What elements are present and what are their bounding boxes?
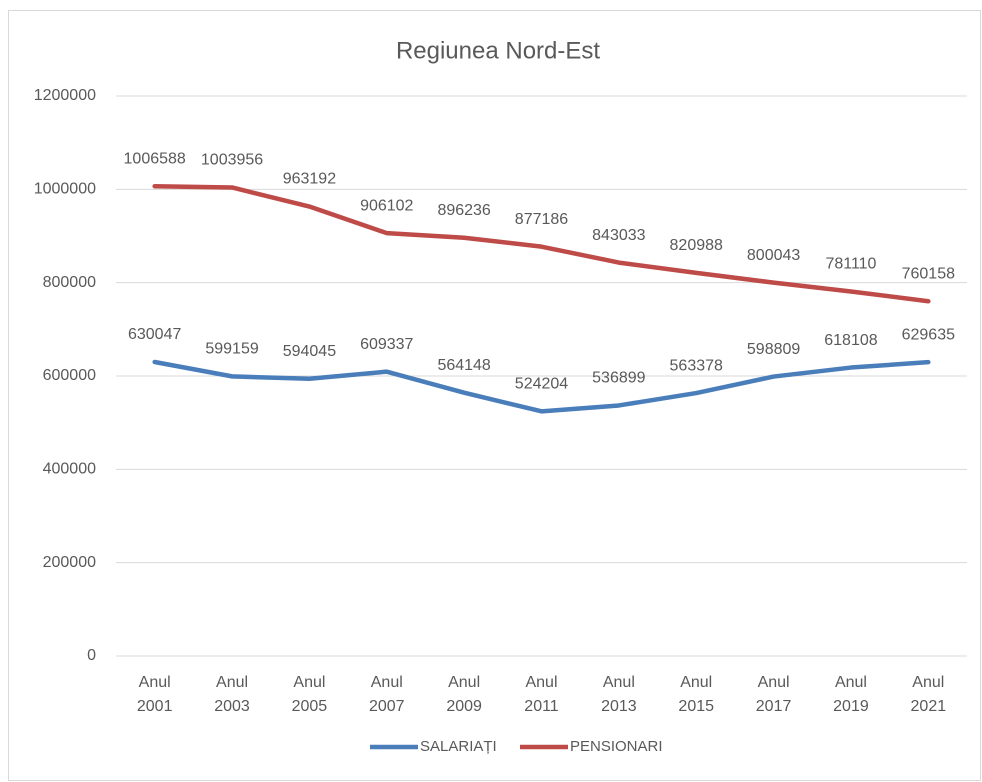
x-tick-label: Anul 2001 — [136, 674, 173, 715]
x-tick-label: Anul 2009 — [446, 674, 482, 715]
data-label: 630047 — [128, 326, 181, 343]
chart-border — [8, 10, 981, 781]
y-tick-label: 0 — [87, 647, 96, 664]
legend-label: SALARIAȚI — [420, 738, 497, 755]
y-tick-label: 600000 — [43, 367, 96, 384]
y-tick-label: 1200000 — [34, 87, 96, 104]
data-label: 599159 — [205, 341, 258, 358]
x-tick-label: Anul 2017 — [755, 674, 792, 715]
y-tick-label: 200000 — [43, 554, 96, 571]
series-line — [152, 359, 931, 414]
y-tick-label: 800000 — [43, 274, 96, 291]
data-label: 877186 — [515, 211, 568, 228]
data-label: 629635 — [902, 326, 955, 343]
y-tick-label: 400000 — [43, 461, 96, 478]
x-tick-label: Anul 2007 — [368, 674, 405, 715]
data-label: 563378 — [670, 357, 723, 374]
data-label: 536899 — [592, 370, 645, 387]
data-label: 594045 — [283, 343, 336, 360]
data-label: 1003956 — [201, 152, 263, 169]
x-tick-label: Anul 2019 — [833, 674, 869, 715]
x-tick-label: Anul 2013 — [601, 674, 637, 715]
data-label: 843033 — [592, 227, 645, 244]
legend-label: PENSIONARI — [570, 738, 663, 755]
chart-title: Regiunea Nord-Est — [396, 37, 600, 64]
x-tick-label: Anul 2011 — [524, 674, 559, 715]
data-label: 906102 — [360, 197, 413, 214]
data-label: 1006588 — [124, 150, 186, 167]
data-label: 564148 — [437, 357, 490, 374]
data-label: 760158 — [902, 265, 955, 282]
data-label: 598809 — [747, 341, 800, 358]
data-label: 963192 — [283, 171, 336, 188]
x-tick-label: Anul 2005 — [291, 674, 328, 715]
data-label: 524204 — [515, 376, 568, 393]
data-label: 800043 — [747, 247, 800, 264]
y-tick-label: 1000000 — [34, 181, 96, 198]
data-label: 618108 — [824, 332, 877, 349]
series-line — [152, 184, 931, 304]
x-tick-label: Anul 2015 — [678, 674, 715, 715]
data-label: 609337 — [360, 336, 413, 353]
data-label: 896236 — [437, 202, 490, 219]
x-tick-label: Anul 2003 — [214, 674, 250, 715]
data-label: 781110 — [825, 256, 876, 273]
x-tick-label: Anul 2021 — [910, 674, 947, 715]
data-label: 820988 — [670, 237, 723, 254]
